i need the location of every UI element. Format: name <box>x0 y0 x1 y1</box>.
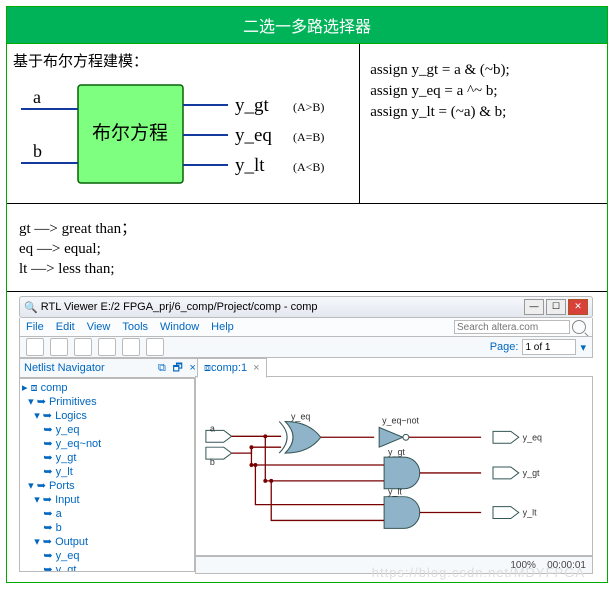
svg-text:y_eq: y_eq <box>523 432 542 442</box>
menu-file[interactable]: File <box>26 321 44 333</box>
tree-item[interactable]: ➥ a <box>22 507 194 521</box>
svg-text:(A>B): (A>B) <box>293 100 324 114</box>
svg-text:布尔方程: 布尔方程 <box>92 122 168 144</box>
app-icon: 🔍 <box>24 301 38 314</box>
search-box <box>454 320 586 334</box>
svg-text:y_lt: y_lt <box>523 508 537 518</box>
navigator-label: Netlist Navigator <box>24 362 105 374</box>
svg-text:b: b <box>210 457 215 467</box>
svg-text:y_eq~not: y_eq~not <box>382 415 419 425</box>
tree-item[interactable]: ▾ ➥ Primitives <box>22 395 194 409</box>
tree-item[interactable]: ➥ y_eq <box>22 423 194 437</box>
netlist-navigator-title[interactable]: Netlist Navigator ⧉ 🗗 × <box>19 358 201 378</box>
boolean-block-diagram: 布尔方程 a b y_gt (A>B) y_eq (A=B) y_lt (A<B) <box>13 77 353 192</box>
svg-text:a: a <box>33 87 41 107</box>
gloss-1: gt —> great than； <box>19 217 595 238</box>
tab-label: comp:1 <box>211 362 247 374</box>
menu-view[interactable]: View <box>87 321 111 333</box>
svg-text:y_lt: y_lt <box>235 155 265 176</box>
toolbar-button[interactable] <box>122 338 140 356</box>
navigator-pin-close[interactable]: ⧉ 🗗 × <box>158 359 196 378</box>
menu-window[interactable]: Window <box>160 321 199 333</box>
svg-text:y_gt: y_gt <box>388 447 405 457</box>
svg-text:y_eq: y_eq <box>235 125 272 146</box>
window-title: RTL Viewer E:/2 FPGA_prj/6_comp/Project/… <box>41 301 318 313</box>
modeling-title: 基于布尔方程建模： <box>13 50 353 71</box>
page-box: Page: ▾ <box>490 339 586 355</box>
chevron-down-icon[interactable]: ▾ <box>580 341 586 354</box>
tree-item[interactable]: ➥ y_lt <box>22 465 194 479</box>
svg-text:(A=B): (A=B) <box>293 130 324 144</box>
row-1: 基于布尔方程建模： 布尔方程 a b y_gt (A>B) y_eq (A=B) y_lt (A… <box>7 44 607 204</box>
menu-help[interactable]: Help <box>211 321 234 333</box>
window-controls: — ☐ ✕ <box>524 299 588 315</box>
menubar: File Edit View Tools Window Help <box>19 318 593 336</box>
search-input[interactable] <box>454 320 570 334</box>
screenshot-cell: 🔍 RTL Viewer E:/2 FPGA_prj/6_comp/Projec… <box>7 292 607 582</box>
toolbar-button[interactable] <box>146 338 164 356</box>
toolbar-button[interactable] <box>74 338 92 356</box>
code-line-2: assign y_eq = a ^~ b; <box>370 83 597 100</box>
tab-close-icon[interactable]: × <box>253 362 259 374</box>
code-line-3: assign y_lt = (~a) & b; <box>370 104 597 121</box>
tree-item[interactable]: ➥ b <box>22 521 194 535</box>
header: 二选一多路选择器 <box>7 7 607 44</box>
header-title: 二选一多路选择器 <box>243 19 371 36</box>
svg-text:a: a <box>210 423 215 433</box>
code-cell: assign y_gt = a & (~b); assign y_eq = a … <box>360 44 607 203</box>
table: 二选一多路选择器 基于布尔方程建模： 布尔方程 a b y_gt (A>B) y_eq (A… <box>6 6 608 583</box>
tab-comp[interactable]: ⧈ comp:1 × <box>197 358 267 378</box>
tree-item[interactable]: ▸ ⧈ comp <box>22 381 194 395</box>
tree-item[interactable]: ➥ y_eq <box>22 549 194 563</box>
menu-tools[interactable]: Tools <box>122 321 148 333</box>
gloss-3: lt —> less than; <box>19 261 595 278</box>
toolbar: Page: ▾ <box>19 336 593 358</box>
window-titlebar[interactable]: 🔍 RTL Viewer E:/2 FPGA_prj/6_comp/Projec… <box>19 296 593 318</box>
menu-edit[interactable]: Edit <box>56 321 75 333</box>
svg-text:b: b <box>33 141 42 161</box>
tree-item[interactable]: ▾ ➥ Input <box>22 493 194 507</box>
rtl-viewer-window: 🔍 RTL Viewer E:/2 FPGA_prj/6_comp/Projec… <box>7 292 605 582</box>
close-button[interactable]: ✕ <box>568 299 588 315</box>
netlist-tree[interactable]: ▸ ⧈ comp ▾ ➥ Primitives ▾ ➥ Logics ➥ y_e… <box>19 378 195 572</box>
schematic-canvas[interactable]: a b y_eq y_eq~not y_eq y_gt y_gt y_lt y_lt <box>195 376 593 556</box>
tree-item[interactable]: ➥ y_eq~not <box>22 437 194 451</box>
page-label: Page: <box>490 341 519 353</box>
svg-text:y_lt: y_lt <box>388 487 402 497</box>
tree-item[interactable]: ▾ ➥ Logics <box>22 409 194 423</box>
watermark: https://blog.csdn.net/MDYFPGA <box>372 565 585 580</box>
modeling-cell: 基于布尔方程建模： 布尔方程 a b y_gt (A>B) y_eq (A=B) y_lt (A… <box>7 44 360 203</box>
tree-item[interactable]: ➥ y_gt <box>22 563 194 572</box>
toolbar-button[interactable] <box>26 338 44 356</box>
tree-item[interactable]: ▾ ➥ Output <box>22 535 194 549</box>
svg-text:y_eq: y_eq <box>291 411 310 421</box>
minimize-button[interactable]: — <box>524 299 544 315</box>
svg-text:(A<B): (A<B) <box>293 160 324 174</box>
page-input[interactable] <box>522 339 576 355</box>
svg-text:y_gt: y_gt <box>235 95 270 116</box>
glossary-cell: gt —> great than； eq —> equal; lt —> les… <box>7 204 607 292</box>
code-line-1: assign y_gt = a & (~b); <box>370 62 597 79</box>
tree-item[interactable]: ➥ y_gt <box>22 451 194 465</box>
search-icon[interactable] <box>572 320 586 334</box>
gloss-2: eq —> equal; <box>19 241 595 258</box>
svg-text:y_gt: y_gt <box>523 468 540 478</box>
toolbar-button[interactable] <box>50 338 68 356</box>
tree-item[interactable]: ▾ ➥ Ports <box>22 479 194 493</box>
toolbar-button[interactable] <box>98 338 116 356</box>
maximize-button[interactable]: ☐ <box>546 299 566 315</box>
